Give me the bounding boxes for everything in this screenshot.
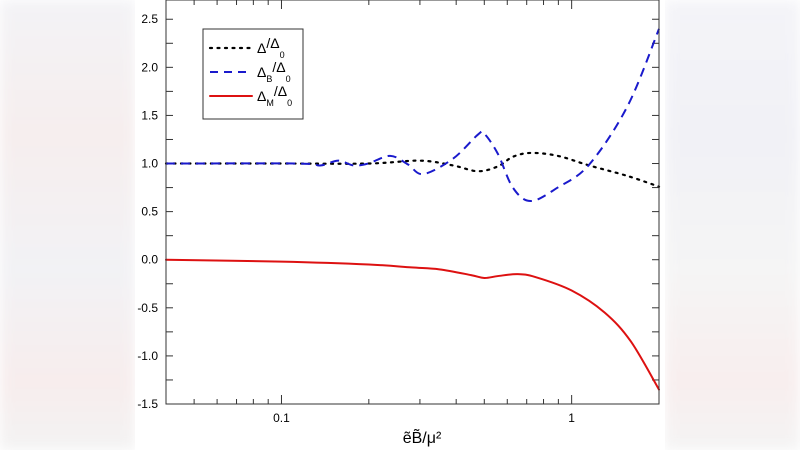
y-tick-label: 1.5 [141, 108, 158, 122]
series-line-2 [165, 258, 660, 391]
background-left [0, 0, 135, 450]
y-tick-label: 2.0 [141, 60, 158, 74]
legend-text-part: /Δ [274, 83, 287, 99]
background-right [665, 0, 800, 450]
legend-text-part: M [266, 98, 274, 108]
legend-box [202, 28, 304, 120]
y-tick-label: 0.0 [141, 253, 158, 267]
legend-label-0: Δ/Δ0 [257, 35, 285, 60]
legend-text-part: 0 [280, 50, 285, 60]
y-tick-label: -1.5 [137, 397, 158, 411]
legend-label-1: ΔB/Δ0 [257, 59, 291, 84]
x-axis-label: ẽB̃/μ² [403, 427, 442, 447]
y-tick-label: -0.5 [137, 301, 158, 315]
legend-text-part: Δ [257, 40, 266, 56]
legend-text-part: B [266, 74, 272, 84]
series-line-1 [165, 28, 660, 203]
legend-text-part: 0 [286, 74, 291, 84]
y-tick-label: 0.5 [141, 205, 158, 219]
y-tick-label: 2.5 [141, 12, 158, 26]
legend-text-part: Δ [257, 64, 266, 80]
x-tick-label: 0.1 [273, 411, 290, 425]
y-tick-label: -1.0 [137, 349, 158, 363]
legend-text-part: 0 [287, 98, 292, 108]
legend-label-2: ΔM/Δ0 [257, 83, 292, 108]
legend-text-part: /Δ [266, 35, 279, 51]
legend-text-part: Δ [257, 88, 266, 104]
y-tick-label: 1.0 [141, 157, 158, 171]
x-tick-label: 1 [568, 411, 575, 425]
legend-text-part: /Δ [272, 59, 285, 75]
plot-frame [165, 0, 660, 405]
